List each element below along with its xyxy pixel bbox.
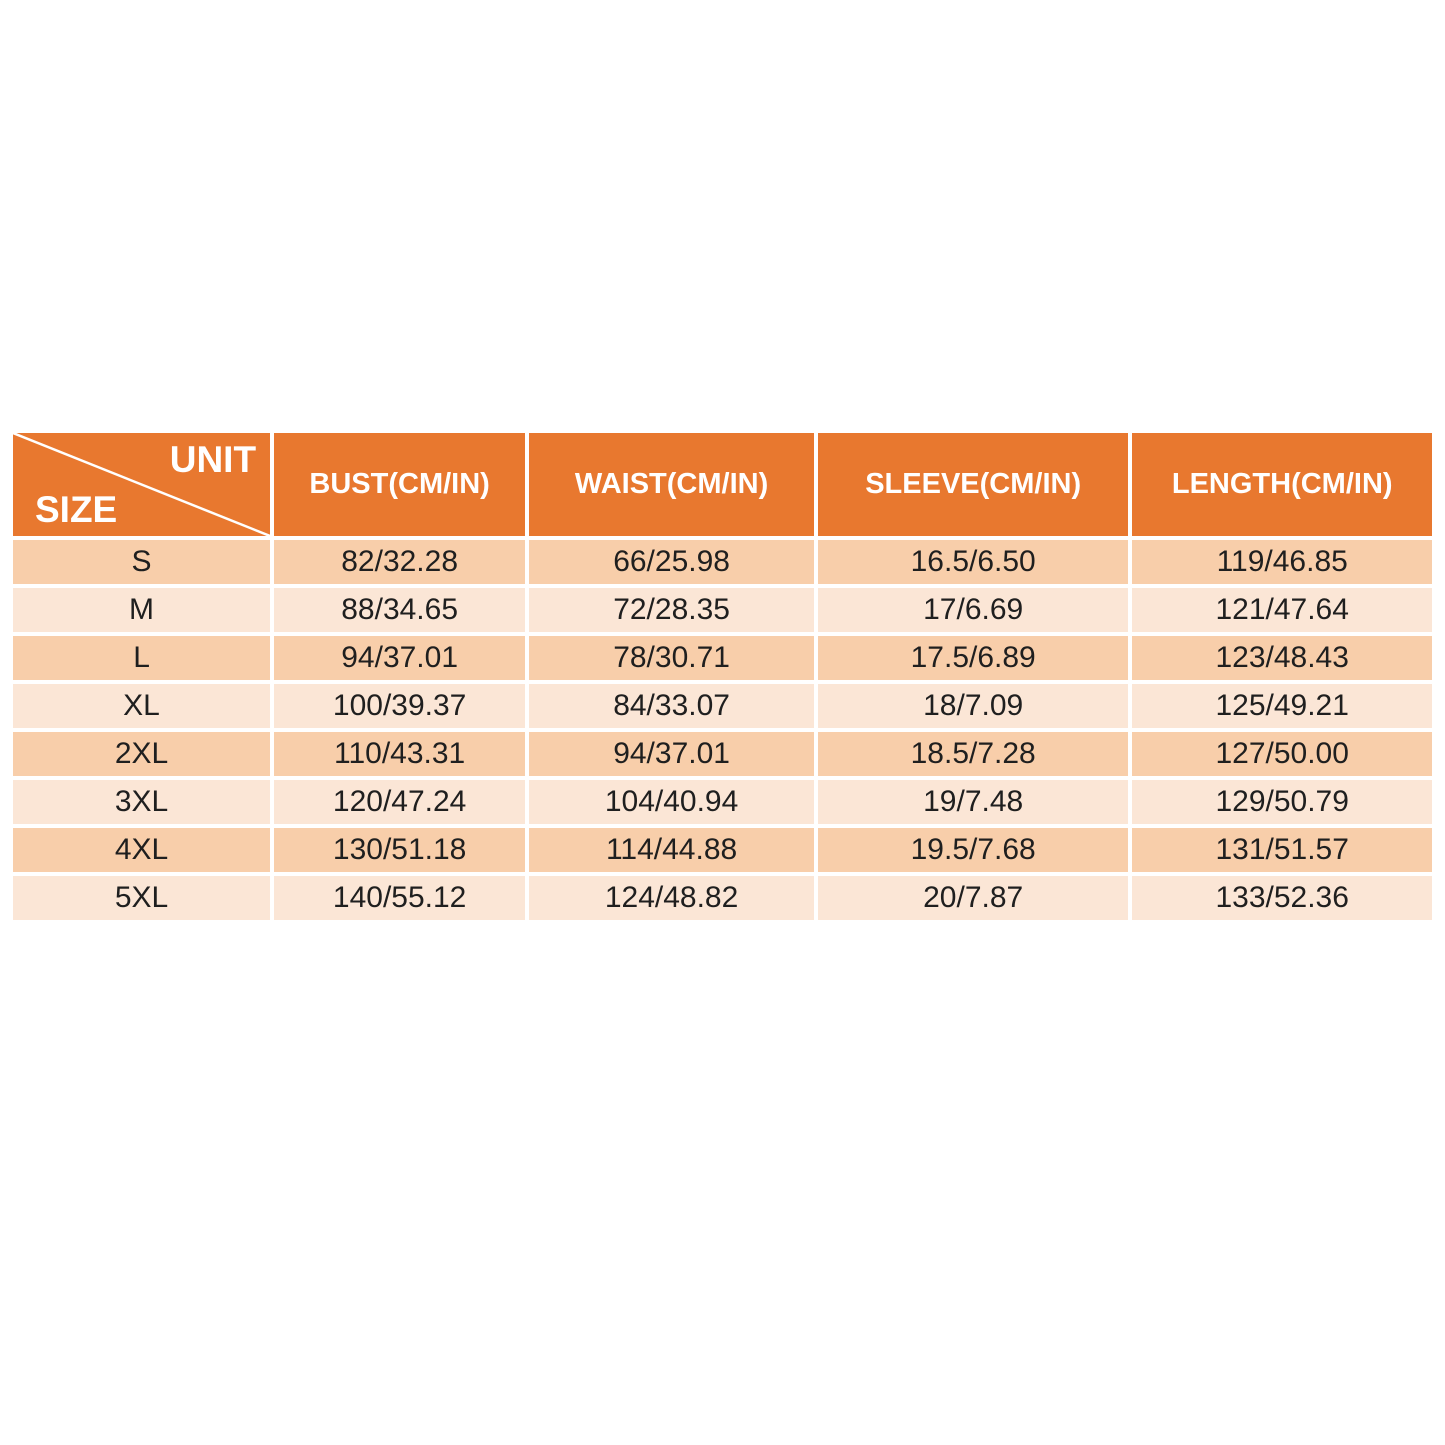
waist-cell: 104/40.94 <box>529 780 814 824</box>
bust-cell: 94/37.01 <box>274 636 526 680</box>
length-cell: 127/50.00 <box>1132 732 1432 776</box>
sleeve-cell: 19/7.48 <box>817 780 1129 824</box>
length-cell: 119/46.85 <box>1132 540 1432 584</box>
corner-header-cell: UNIT SIZE <box>13 433 271 536</box>
bust-cell: 88/34.65 <box>274 588 526 632</box>
bust-cell: 120/47.24 <box>274 780 526 824</box>
size-cell: 2XL <box>13 732 271 776</box>
size-cell: L <box>13 636 271 680</box>
sleeve-cell: 18.5/7.28 <box>817 732 1129 776</box>
bust-cell: 140/55.12 <box>274 876 526 920</box>
corner-size-label: SIZE <box>35 489 118 530</box>
sleeve-cell: 16.5/6.50 <box>817 540 1129 584</box>
size-cell: 4XL <box>13 828 271 872</box>
corner-unit-label: UNIT <box>169 439 257 480</box>
column-header-sleeve: SLEEVE(CM/IN) <box>817 433 1129 536</box>
length-cell: 133/52.36 <box>1132 876 1432 920</box>
sleeve-cell: 18/7.09 <box>817 684 1129 728</box>
size-cell: M <box>13 588 271 632</box>
sleeve-cell: 19.5/7.68 <box>817 828 1129 872</box>
bust-cell: 110/43.31 <box>274 732 526 776</box>
waist-cell: 72/28.35 <box>529 588 814 632</box>
bust-cell: 100/39.37 <box>274 684 526 728</box>
waist-cell: 124/48.82 <box>529 876 814 920</box>
sleeve-cell: 17.5/6.89 <box>817 636 1129 680</box>
length-cell: 125/49.21 <box>1132 684 1432 728</box>
column-header-bust: BUST(CM/IN) <box>274 433 526 536</box>
size-cell: 3XL <box>13 780 271 824</box>
length-cell: 131/51.57 <box>1132 828 1432 872</box>
size-chart-table: UNIT SIZE BUST(CM/IN) WAIST(CM/IN) SLEEV… <box>13 433 1432 920</box>
length-cell: 123/48.43 <box>1132 636 1432 680</box>
waist-cell: 66/25.98 <box>529 540 814 584</box>
length-cell: 121/47.64 <box>1132 588 1432 632</box>
bust-cell: 130/51.18 <box>274 828 526 872</box>
waist-cell: 78/30.71 <box>529 636 814 680</box>
waist-cell: 84/33.07 <box>529 684 814 728</box>
sleeve-cell: 20/7.87 <box>817 876 1129 920</box>
column-header-length: LENGTH(CM/IN) <box>1132 433 1432 536</box>
length-cell: 129/50.79 <box>1132 780 1432 824</box>
waist-cell: 94/37.01 <box>529 732 814 776</box>
column-header-waist: WAIST(CM/IN) <box>529 433 814 536</box>
bust-cell: 82/32.28 <box>274 540 526 584</box>
waist-cell: 114/44.88 <box>529 828 814 872</box>
sleeve-cell: 17/6.69 <box>817 588 1129 632</box>
size-cell: XL <box>13 684 271 728</box>
size-cell: 5XL <box>13 876 271 920</box>
size-cell: S <box>13 540 271 584</box>
diagonal-divider-line <box>13 433 270 536</box>
